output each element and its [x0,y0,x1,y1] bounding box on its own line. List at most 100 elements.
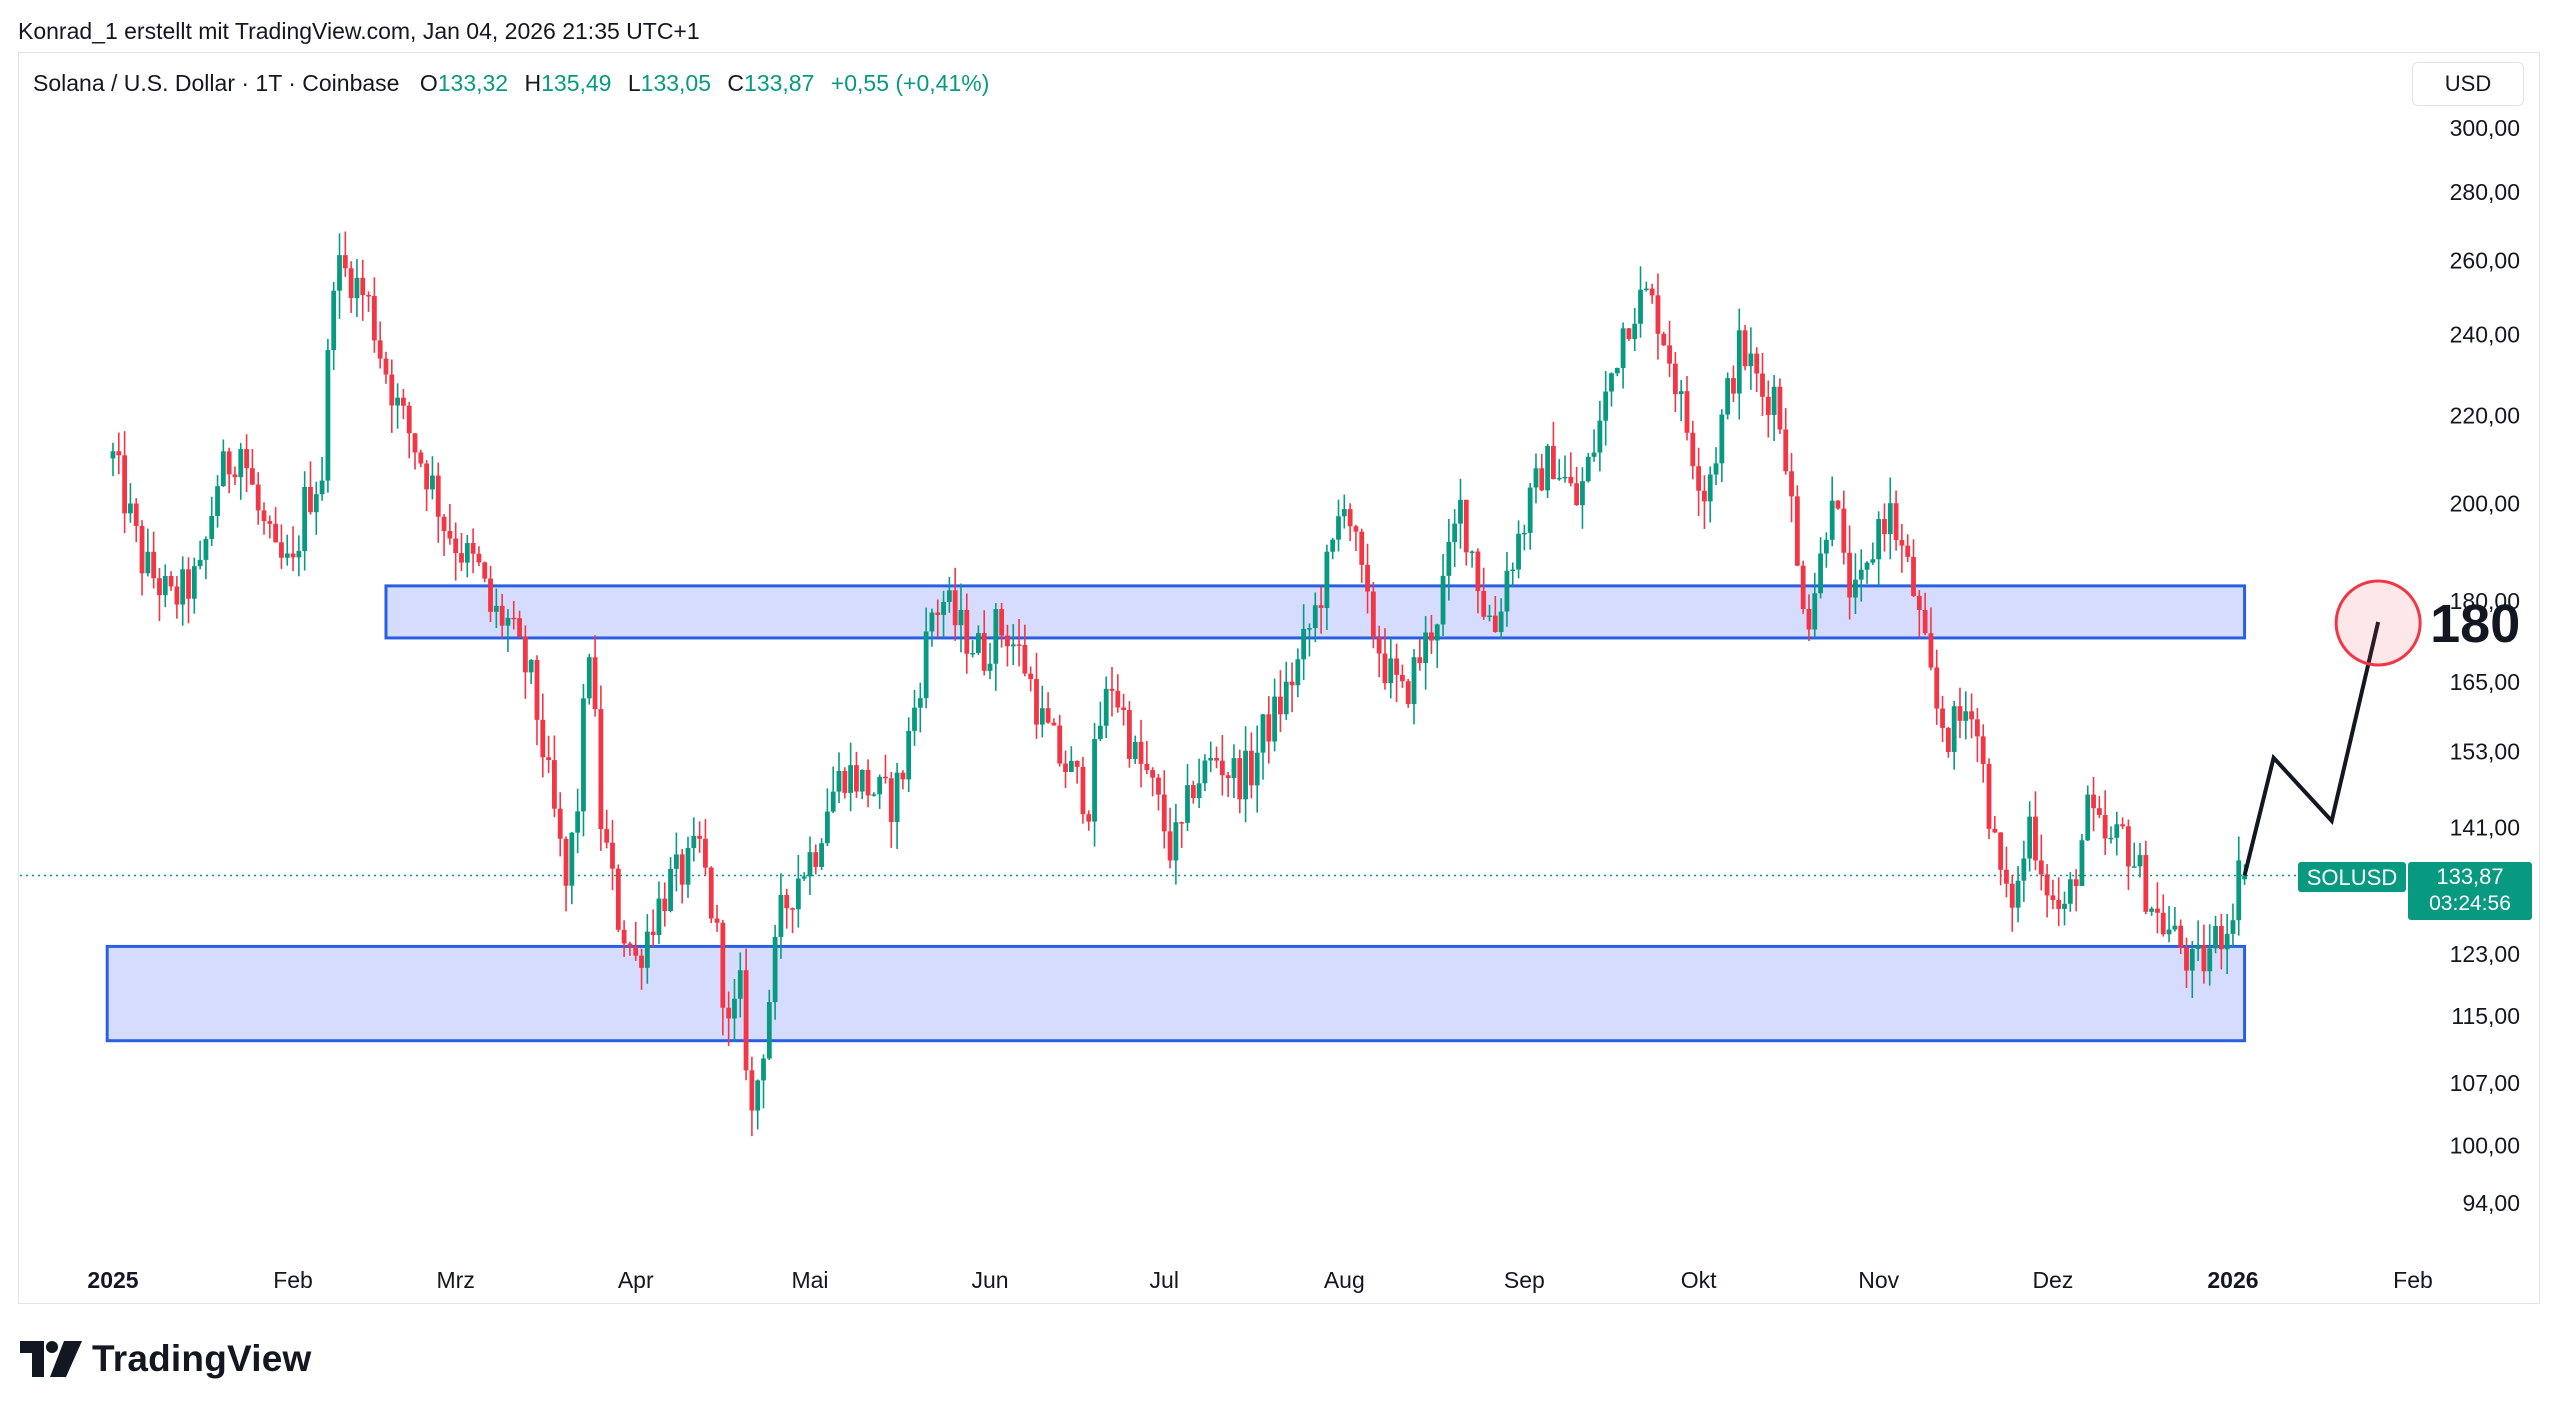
support-resistance-zone-2[interactable] [105,944,2247,1043]
candle-body [1980,736,1986,764]
candle-body [1429,632,1434,641]
candle-body [1202,760,1208,784]
candle-body [894,772,900,822]
candle-body [482,562,488,579]
candle-body [1399,674,1405,682]
candle-body [453,538,459,554]
candle-body [2201,944,2207,972]
candle-body [2207,948,2213,972]
candle-body [1661,333,1667,346]
candle-body [348,268,354,299]
candle-body [267,521,273,524]
candle-body [685,848,691,885]
candle-body [331,290,337,351]
candle-body [1597,420,1603,453]
candle-body [1690,432,1696,467]
candle-body [2102,815,2108,839]
candle-body [522,636,528,673]
candle-body [1998,832,2004,870]
tradingview-logo[interactable]: TradingView [20,1338,311,1380]
candle-body [1481,590,1487,617]
forecast-path[interactable] [2242,621,2381,876]
candle-body [249,468,255,485]
candle-body [546,757,552,761]
low-value: 133,05 [640,70,712,96]
candle-body [644,931,650,968]
candle-body [1707,474,1713,502]
candle-body [552,760,557,809]
candle-body [836,771,842,792]
candle-body [592,657,598,710]
candle-body [1748,353,1754,367]
candle-body [1109,688,1115,691]
candle-body [772,936,778,1003]
candle-body [162,575,168,596]
candle-body [2085,794,2091,841]
candle-body [1301,628,1307,660]
candle-body [151,551,157,579]
candle-body [952,590,958,626]
candle-body [1580,481,1585,506]
candle-body [203,538,209,560]
candle-body [1388,658,1394,684]
candle-body [1492,615,1498,633]
candle-body [2178,925,2184,948]
candle-body [2143,855,2149,912]
candle-body [906,730,912,780]
candle-body [383,358,389,375]
candle-body [2033,816,2038,861]
price-tag-countdown: 03:24:56 [2429,892,2511,915]
candle-body [1667,345,1672,364]
candle-body [168,575,174,587]
candle-body [703,838,708,868]
candle-body [1010,644,1016,647]
candle-body [238,449,244,478]
candle-body [191,566,197,599]
candle-body [1283,681,1289,715]
candle-body [999,609,1005,636]
candle-body [1028,673,1034,680]
candle-body [1783,429,1789,472]
candle-body [946,590,952,602]
candle-body [1057,725,1063,764]
candle-body [2218,925,2224,950]
candle-body [128,503,133,514]
candle-body [1887,503,1893,535]
candle-body [2067,879,2073,904]
candle-body [1278,696,1283,715]
candle-body [1156,777,1161,795]
candle-body [1539,468,1545,491]
candle-body [668,868,673,912]
symbol-title[interactable]: Solana / U.S. Dollar · 1T · Coinbase [33,70,400,96]
candle-body [418,452,424,464]
candle-body [2126,826,2131,867]
candle-body [511,617,517,620]
x-tick-label: Apr [618,1267,654,1293]
price-tag-layer: SOLUSD 133,87 03:24:56 [2298,862,2532,920]
candle-body [720,922,726,1008]
candle-body [116,451,122,456]
y-axis[interactable]: 300,00 280,00 260,00 240,00 220,00 200,00 180,… [2450,115,2520,1216]
candle-body [1463,499,1469,553]
candle-body [273,523,279,543]
candle-body [174,586,180,605]
candle-body [2236,860,2242,921]
candle-body [1632,323,1638,340]
candle-body [1254,752,1260,786]
candle-body [1986,763,1992,829]
candle-body [354,277,360,299]
candle-body [1179,822,1185,824]
candle-body [2062,903,2067,909]
candle-body [1336,516,1341,540]
candle-body [1574,483,1580,506]
candle-body [215,486,220,517]
candle-body [2166,929,2172,935]
currency-selector[interactable]: USD [2412,62,2524,106]
candle-body [1237,758,1243,800]
target-circle[interactable] [2334,579,2422,667]
candle-body [406,405,412,434]
y-tick-label: 260,00 [2450,248,2520,274]
x-axis[interactable]: 2025 Feb Mrz Apr Mai Jun Jul Aug Sep Okt Nov Dez 202… [87,1267,2432,1293]
candle-body [2009,883,2015,908]
